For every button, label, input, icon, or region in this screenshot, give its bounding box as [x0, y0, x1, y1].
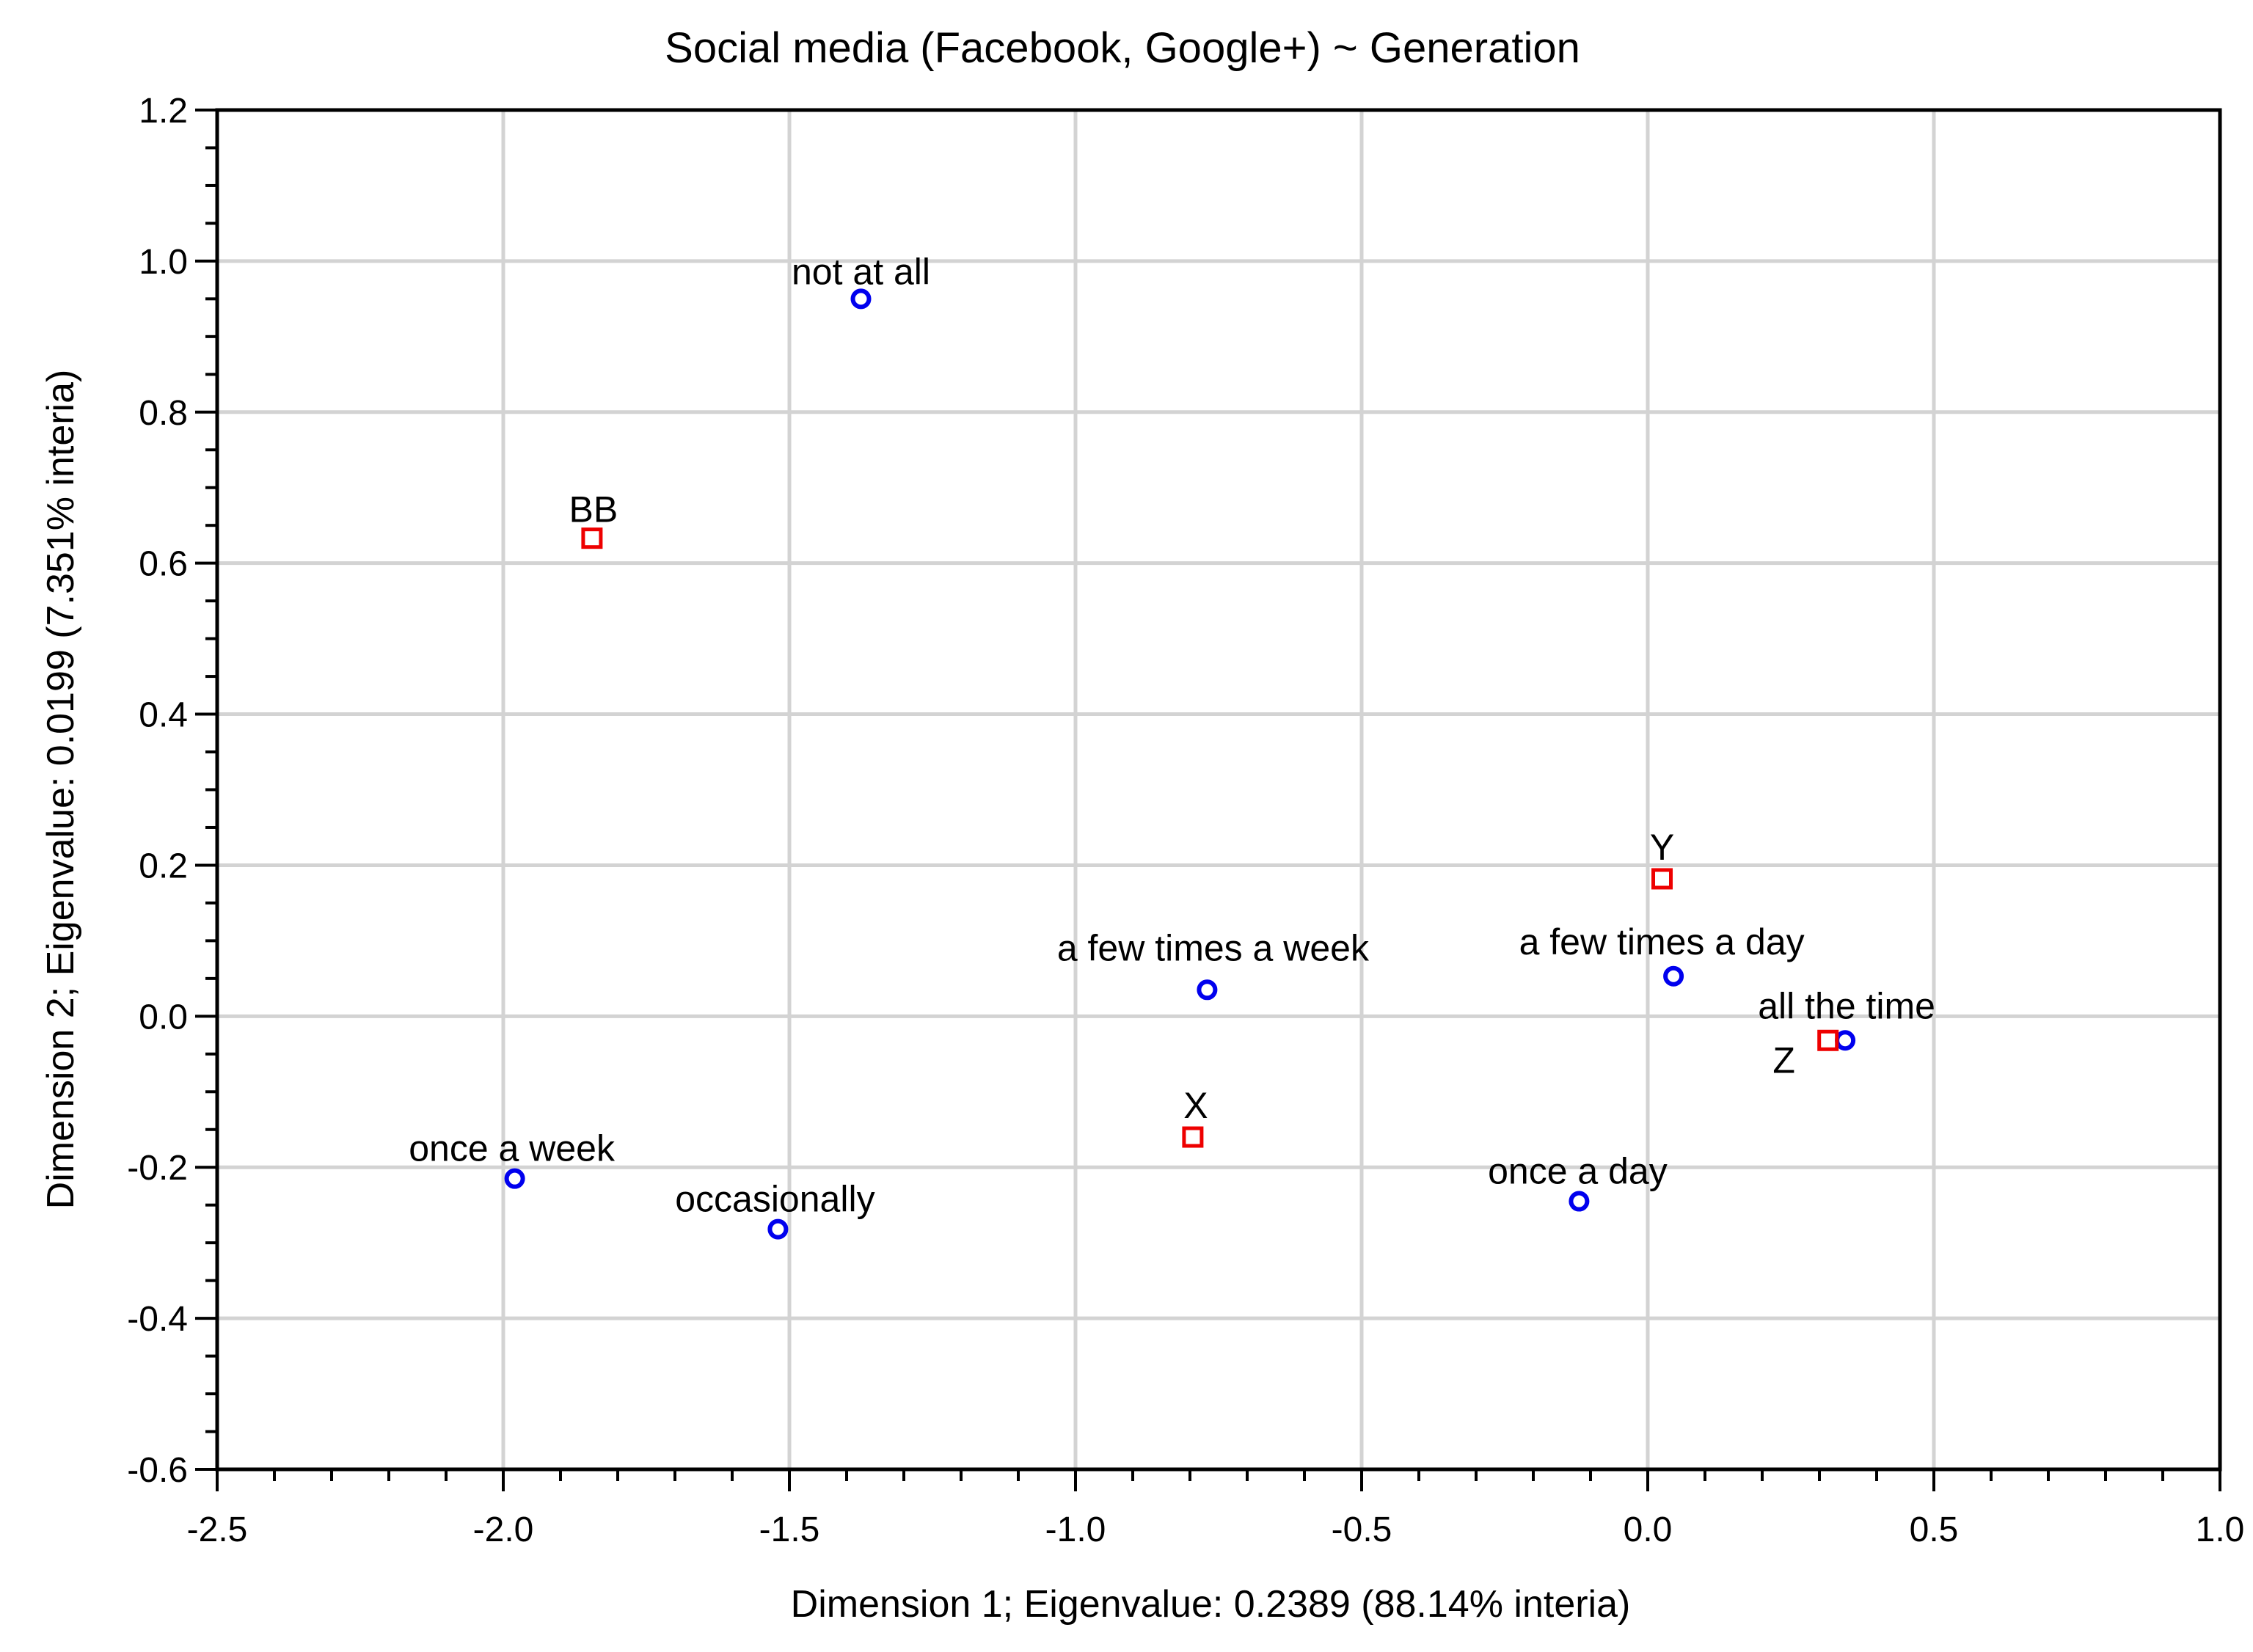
- x-tick-label: 0.5: [1910, 1510, 1959, 1549]
- point-x: [1182, 1126, 1204, 1148]
- point-once-a-week: [504, 1168, 525, 1189]
- y-tick-label: 0.8: [139, 394, 188, 433]
- data-label-once-a-day: once a day: [1488, 1151, 1668, 1192]
- point-all-the-time: [1835, 1030, 1856, 1051]
- x-tick-label: -0.5: [1332, 1510, 1392, 1549]
- data-label-a-few-times-a-day: a few times a day: [1519, 921, 1805, 962]
- data-label-x: X: [1183, 1085, 1208, 1126]
- x-tick-label: -1.0: [1045, 1510, 1106, 1549]
- data-label-once-a-week: once a week: [409, 1128, 616, 1169]
- y-tick-label: 0.2: [139, 847, 188, 885]
- data-label-occasionally: occasionally: [675, 1179, 874, 1220]
- point-not-at-all: [850, 288, 872, 310]
- chart-title: Social media (Facebook, Google+) ~ Gener…: [665, 24, 1580, 72]
- data-label-bb: BB: [569, 489, 618, 530]
- y-tick-label: 0.6: [139, 545, 188, 584]
- point-a-few-times-a-day: [1663, 965, 1684, 987]
- x-axis-title: Dimension 1; Eigenvalue: 0.2389 (88.14% …: [791, 1583, 1631, 1626]
- tick-labels: -2.5 -2.0 -1.5 -1.0 -0.5 0.0 0.5 1.0 -0.6 -0.4 -0.…: [127, 92, 2244, 1549]
- axis-ticks: [195, 109, 2221, 1491]
- plot-frame: [215, 108, 2222, 1472]
- x-tick-label: -2.0: [473, 1510, 534, 1549]
- point-a-few-times-a-week: [1197, 979, 1218, 1001]
- data-label-not-at-all: not at all: [792, 251, 930, 292]
- data-label-z: Z: [1772, 1039, 1795, 1081]
- point-bb: [581, 527, 603, 549]
- point-z: [1817, 1029, 1839, 1051]
- y-tick-label: -0.2: [127, 1149, 188, 1188]
- y-tick-label: 1.0: [139, 243, 188, 282]
- data-labels: not at all once a week occasionally a few t…: [409, 251, 1935, 1219]
- point-once-a-day: [1569, 1191, 1590, 1212]
- x-tick-label: 0.0: [1624, 1510, 1673, 1549]
- y-tick-label: -0.6: [127, 1451, 188, 1490]
- x-tick-label: 1.0: [2196, 1510, 2245, 1549]
- y-tick-label: -0.4: [127, 1300, 188, 1339]
- data-label-y: Y: [1650, 827, 1674, 868]
- x-tick-label: -2.5: [187, 1510, 248, 1549]
- y-axis-title: Dimension 2; Eigenvalue: 0.0199 (7.351% …: [40, 370, 82, 1210]
- y-tick-label: 1.2: [139, 92, 188, 131]
- data-points: [504, 288, 1856, 1240]
- y-tick-label: 0.0: [139, 998, 188, 1037]
- y-tick-label: 0.4: [139, 696, 188, 735]
- grid: [217, 110, 2220, 1469]
- point-occasionally: [767, 1218, 789, 1240]
- point-y: [1651, 868, 1673, 890]
- data-label-a-few-times-a-week: a few times a week: [1057, 927, 1370, 968]
- x-tick-label: -1.5: [759, 1510, 820, 1549]
- data-label-all-the-time: all the time: [1758, 985, 1935, 1026]
